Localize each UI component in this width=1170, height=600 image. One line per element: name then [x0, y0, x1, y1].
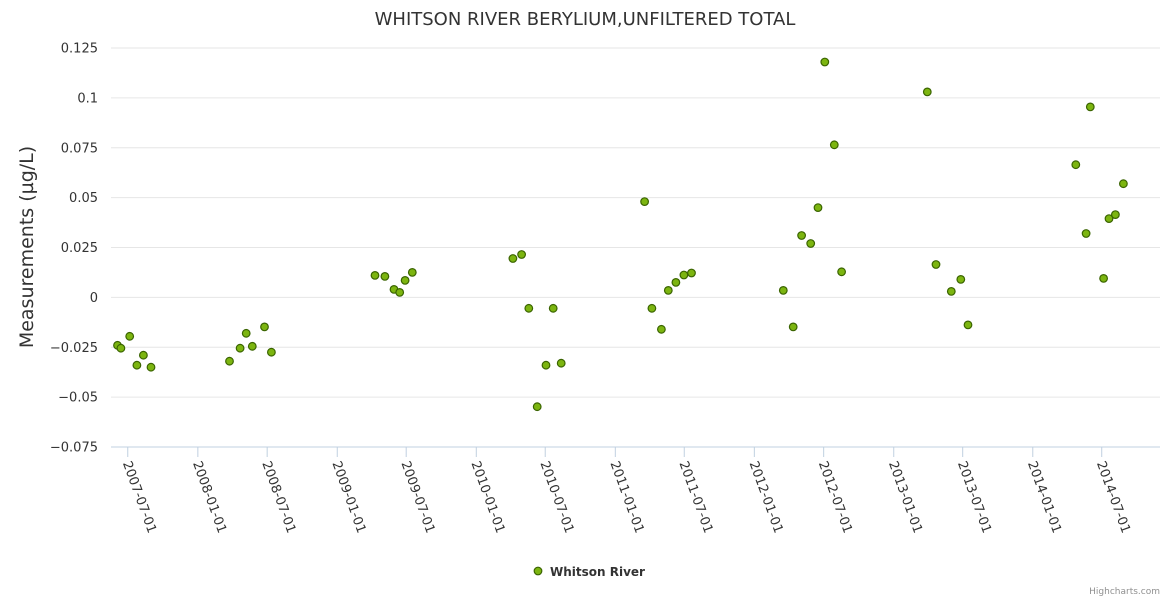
data-point[interactable] [922, 87, 932, 97]
data-point[interactable] [778, 286, 788, 295]
credits-link[interactable]: Highcharts.com [1089, 587, 1160, 597]
data-point[interactable] [640, 197, 649, 207]
data-point[interactable] [663, 286, 673, 295]
data-point[interactable] [146, 362, 156, 372]
data-point[interactable] [407, 268, 417, 277]
data-point[interactable] [1071, 160, 1081, 170]
data-point[interactable] [524, 303, 534, 313]
data-point[interactable] [946, 287, 956, 296]
data-point[interactable] [806, 239, 816, 248]
data-point[interactable] [671, 278, 681, 287]
y-tick-label: −0.05 [58, 391, 98, 406]
data-point[interactable] [400, 276, 410, 285]
legend[interactable]: Whitson River [533, 565, 645, 579]
legend-marker [533, 566, 543, 576]
legend-item-whitson-river[interactable]: Whitson River [550, 565, 645, 579]
data-point[interactable] [1110, 210, 1120, 220]
x-tick-label: 2009-07-01 [397, 459, 437, 535]
data-point[interactable] [797, 231, 806, 240]
x-tick-label: 2011-07-01 [675, 459, 715, 535]
data-point[interactable] [837, 267, 846, 277]
data-point[interactable] [267, 347, 276, 357]
data-point[interactable] [931, 260, 941, 269]
data-point[interactable] [532, 402, 542, 412]
y-tick-label: 0.125 [61, 42, 98, 57]
data-point[interactable] [225, 356, 234, 366]
x-tick-label: 2009-01-01 [328, 459, 368, 535]
data-point[interactable] [116, 343, 126, 353]
data-point[interactable] [829, 140, 839, 150]
data-point[interactable] [956, 275, 966, 284]
x-tick-label: 2008-01-01 [189, 459, 229, 535]
x-tick-label: 2010-01-01 [468, 459, 508, 535]
y-tick-label: 0.025 [61, 241, 98, 256]
data-point[interactable] [820, 57, 830, 67]
data-point[interactable] [1104, 214, 1114, 224]
x-tick-label: 2013-01-01 [885, 459, 925, 535]
data-point[interactable] [247, 341, 257, 351]
y-axis-tick-labels: 0.125 0.1 0.075 0.05 0.025 0 −0.025 −0.05 −0.075 [50, 42, 98, 456]
data-point[interactable] [687, 268, 696, 278]
x-tick-label: 2014-01-01 [1024, 459, 1064, 535]
data-point[interactable] [125, 331, 135, 341]
grid-lines [111, 47, 1160, 398]
x-tick-label: 2007-07-01 [119, 459, 159, 535]
data-point[interactable] [380, 272, 390, 281]
x-tick-label: 2008-07-01 [258, 459, 298, 535]
x-tick-label: 2012-07-01 [815, 459, 855, 535]
y-axis-label: Measurements (µg/L) [16, 146, 38, 348]
data-point[interactable] [241, 328, 251, 338]
data-point[interactable] [556, 358, 566, 368]
x-tick-label: 2011-01-01 [607, 459, 647, 535]
data-point[interactable] [1081, 229, 1091, 238]
data-point[interactable] [541, 360, 551, 370]
data-point[interactable] [788, 322, 798, 332]
y-tick-label: 0.05 [69, 191, 98, 206]
data-point[interactable] [370, 271, 380, 280]
data-point[interactable] [1085, 102, 1095, 112]
y-tick-label: 0.075 [61, 141, 98, 156]
x-axis-ticks [127, 447, 1103, 457]
data-point[interactable] [395, 288, 405, 297]
data-point[interactable] [235, 343, 245, 353]
x-tick-label: 2013-07-01 [954, 459, 994, 535]
data-point[interactable] [548, 303, 558, 313]
y-tick-label: −0.025 [50, 341, 98, 356]
y-tick-label: 0 [90, 291, 98, 306]
y-tick-label: −0.075 [50, 441, 98, 456]
data-point[interactable] [963, 320, 973, 330]
data-point[interactable] [1118, 179, 1128, 189]
data-point[interactable] [813, 203, 823, 213]
data-point[interactable] [657, 324, 666, 334]
y-tick-label: 0.1 [77, 91, 98, 106]
x-tick-label: 2010-07-01 [536, 459, 576, 535]
data-point[interactable] [508, 254, 518, 263]
data-point[interactable] [138, 350, 148, 360]
x-tick-label: 2012-01-01 [746, 459, 786, 535]
data-point[interactable] [260, 322, 269, 332]
data-point[interactable] [517, 250, 526, 259]
x-tick-label: 2014-07-01 [1093, 459, 1133, 535]
series-whitson-river [113, 57, 1128, 412]
data-point[interactable] [647, 303, 657, 313]
data-point[interactable] [679, 270, 689, 280]
x-axis-tick-labels: 2007-07-01 2008-01-01 2008-07-01 2009-01-01… [119, 459, 1133, 535]
chart-title: WHITSON RIVER BERYLIUM,UNFILTERED TOTAL [375, 9, 796, 30]
data-point[interactable] [1099, 274, 1108, 283]
data-point[interactable] [132, 360, 142, 370]
